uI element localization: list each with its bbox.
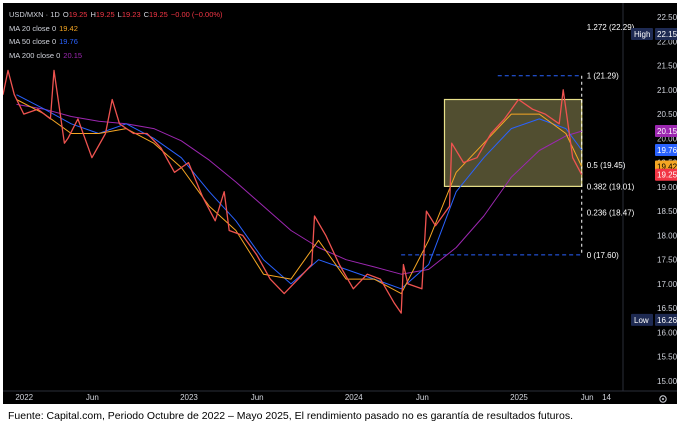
badge-tag-5 xyxy=(631,313,653,326)
price-badge-0 xyxy=(655,27,677,40)
legend-symbol[interactable]: USD/MXN · 1D xyxy=(9,10,60,19)
legend-ma20-label: MA 20 close 0 xyxy=(9,23,57,33)
x-tick-label-5: Jun xyxy=(416,393,429,402)
x-tick-label-7: Jun xyxy=(581,393,594,402)
y-tick-label-10: 17.50 xyxy=(657,256,677,265)
y-tick-label-5: 20.00 xyxy=(657,134,677,143)
price-badge-value-1: 20.15 xyxy=(657,127,677,136)
price-badge-value-4: 19.25 xyxy=(657,171,677,180)
source-caption: Fuente: Capital.com, Periodo Octubre de … xyxy=(8,410,574,422)
legend-ma200-label: MA 200 close 0 xyxy=(9,50,61,60)
legend-ma50[interactable]: MA 50 close 0 19.76 xyxy=(9,35,223,49)
price-badge-value-2: 19.76 xyxy=(657,146,677,155)
chart-legend: USD/MXN · 1D O19.25 H19.25 L19.23 C19.25… xyxy=(9,8,223,62)
gear-icon[interactable] xyxy=(659,395,667,403)
fib-level-label-4: 0.236 (18.47) xyxy=(587,209,635,218)
series-line-usd-mxn[interactable] xyxy=(3,69,583,314)
price-badge-value-3: 19.42 xyxy=(657,162,677,171)
y-tick-label-11: 17.00 xyxy=(657,280,677,289)
x-tick-label-8: 14 xyxy=(602,393,611,402)
fib-level-label-2: 0.5 (19.45) xyxy=(587,161,626,170)
legend-ohlc-row: USD/MXN · 1D O19.25 H19.25 L19.23 C19.25… xyxy=(9,8,223,22)
y-tick-label-13: 16.00 xyxy=(657,328,677,337)
y-tick-label-0: 22.50 xyxy=(657,13,677,22)
series-line-ma-200[interactable] xyxy=(16,103,582,275)
price-badge-4 xyxy=(655,168,677,181)
y-tick-label-8: 18.50 xyxy=(657,207,677,216)
series-line-ma-20[interactable] xyxy=(16,99,583,295)
fib-level-label-5: 0 (17.60) xyxy=(587,251,619,260)
chart-frame: 22.5022.0021.5021.0020.5020.0019.5019.00… xyxy=(3,3,677,404)
y-tick-label-1: 22.00 xyxy=(657,37,677,46)
y-tick-label-7: 19.00 xyxy=(657,183,677,192)
fib-level-label-0: 1.272 (22.29) xyxy=(587,23,635,32)
y-tick-label-4: 20.50 xyxy=(657,110,677,119)
y-tick-label-2: 21.50 xyxy=(657,62,677,71)
x-tick-label-4: 2024 xyxy=(345,393,363,402)
y-tick-label-12: 16.50 xyxy=(657,304,677,313)
legend-ma50-value: 19.76 xyxy=(59,37,78,46)
legend-ma20-value: 19.42 xyxy=(59,23,78,33)
x-tick-label-6: 2025 xyxy=(510,393,528,402)
badge-tag-label-5: Low xyxy=(634,316,649,325)
price-badge-value-0: 22.15 xyxy=(657,30,677,39)
legend-ohlc-close: C19.25 xyxy=(143,10,168,19)
legend-ma50-label: MA 50 close 0 xyxy=(9,37,57,46)
price-badge-5 xyxy=(655,313,677,326)
legend-ma200-value: 20.15 xyxy=(63,50,83,60)
legend-ohlc-open: O19.25 xyxy=(62,10,88,19)
x-tick-label-0: 2022 xyxy=(15,393,33,402)
y-tick-label-14: 15.50 xyxy=(657,353,677,362)
price-badge-2 xyxy=(655,143,677,156)
y-tick-label-3: 21.00 xyxy=(657,86,677,95)
legend-ma20[interactable]: MA 20 close 0 19.42 xyxy=(9,22,223,36)
legend-ma200[interactable]: MA 200 close 0 20.15 xyxy=(9,49,223,63)
price-chart[interactable]: 22.5022.0021.5021.0020.5020.0019.5019.00… xyxy=(3,3,677,404)
legend-ohlc-high: H19.25 xyxy=(90,10,115,19)
badge-tag-label-0: High xyxy=(634,30,650,39)
fib-level-label-3: 0.382 (19.01) xyxy=(587,182,635,191)
legend-ohlc-low: L19.23 xyxy=(117,10,141,19)
y-tick-label-9: 18.00 xyxy=(657,231,677,240)
x-tick-label-2: 2023 xyxy=(180,393,198,402)
legend-change: −0.00 (−0.00%) xyxy=(170,10,223,19)
x-tick-label-3: Jun xyxy=(251,393,264,402)
badge-tag-0 xyxy=(631,27,653,40)
fib-level-label-1: 1 (21.29) xyxy=(587,72,619,81)
x-tick-label-1: Jun xyxy=(86,393,99,402)
price-badge-value-5: 16.26 xyxy=(657,316,677,325)
y-tick-label-15: 15.00 xyxy=(657,377,677,386)
price-badge-1 xyxy=(655,125,677,138)
